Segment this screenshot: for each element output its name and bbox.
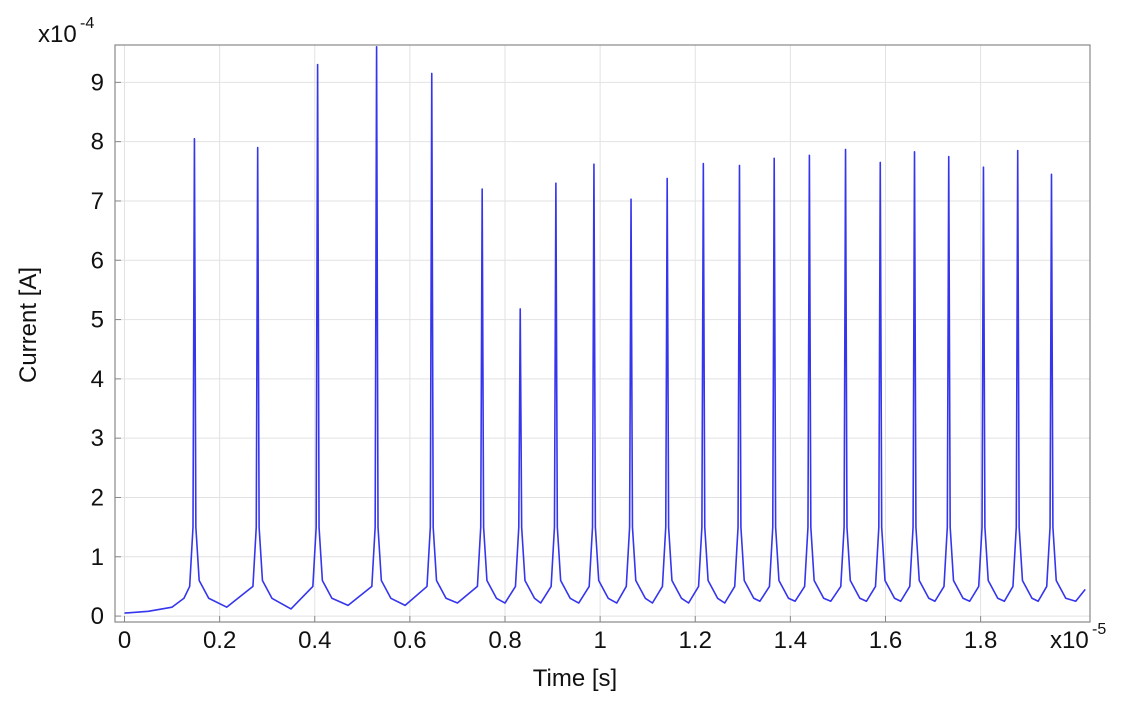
x-tick-label: 1.6	[869, 627, 902, 654]
y-tick-label: 7	[91, 188, 104, 215]
x-multiplier: x10	[1050, 627, 1089, 654]
x-tick-label: 0.2	[203, 627, 236, 654]
y-tick-label: 8	[91, 129, 104, 156]
plot-frame	[114, 44, 1091, 623]
x-tick-label: 1	[593, 627, 606, 654]
x-exponent: -5	[1092, 621, 1106, 638]
y-tick-label: 1	[91, 544, 104, 571]
y-tick-label: 9	[91, 69, 104, 96]
y-tick-label: 5	[91, 307, 104, 334]
y-tick-label: 4	[91, 366, 104, 393]
data-line	[124, 45, 1086, 614]
plot-lines	[124, 45, 1086, 614]
y-tick-label: 2	[91, 484, 104, 511]
y-multiplier: x10	[38, 21, 77, 48]
x-tick-label: 0	[118, 627, 131, 654]
y-tick-label: 0	[91, 603, 104, 630]
plot-area	[115, 45, 1090, 622]
y-exponent: -4	[80, 15, 94, 32]
y-tick-label: 6	[91, 247, 104, 274]
x-tick-label: 0.6	[393, 627, 426, 654]
y-axis-label: Current [A]	[15, 267, 42, 383]
x-tick-label: 1.4	[774, 627, 807, 654]
x-axis-label: Time [s]	[533, 665, 617, 692]
x-tick-label: 1.2	[679, 627, 712, 654]
x-tick-label: 0.4	[298, 627, 331, 654]
y-tick-label: 3	[91, 425, 104, 452]
x-tick-label: 0.8	[488, 627, 521, 654]
x-tick-label: 1.8	[964, 627, 997, 654]
grid	[115, 45, 1090, 622]
